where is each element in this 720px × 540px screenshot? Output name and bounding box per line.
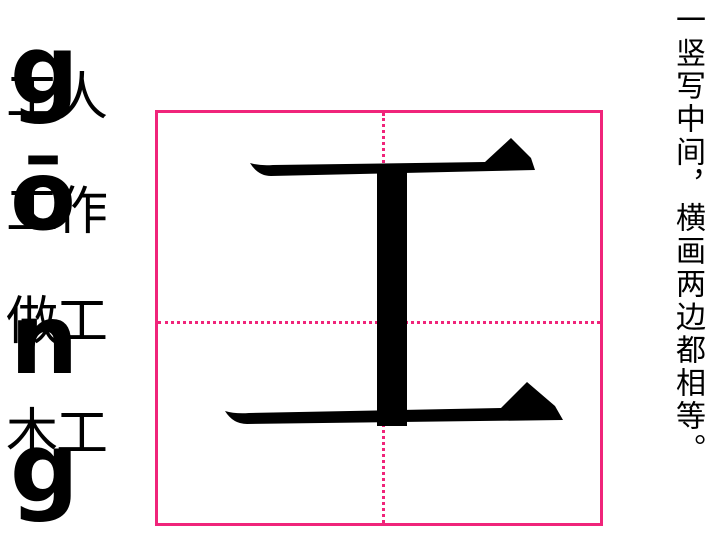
character-glyph: 工 [225,138,563,426]
vocab-word: 工人 [6,68,108,128]
vocabulary-list: 工人 工作 做工 木工 [0,0,140,540]
writing-grid: 工 [155,110,603,526]
vocab-word: 木工 [6,404,108,464]
writing-rule: 一竖写中间，横画两边都相等。 [670,4,705,466]
vocab-word: 工作 [6,182,108,242]
vocab-word: 做工 [6,292,108,352]
